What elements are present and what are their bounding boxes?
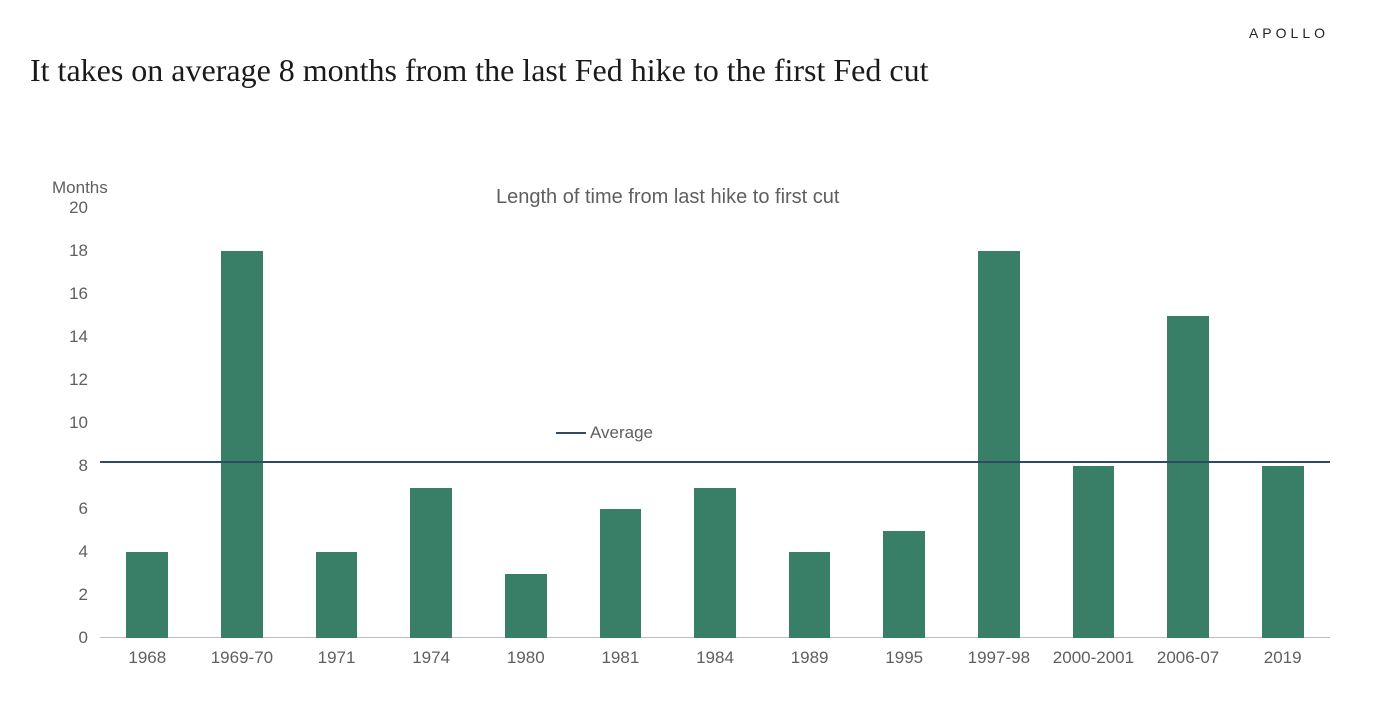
x-tick-label: 1969-70 [211, 648, 273, 668]
legend-label: Average [590, 423, 653, 443]
y-tick-label: 6 [79, 499, 88, 519]
y-tick-label: 18 [69, 241, 88, 261]
legend: Average [556, 423, 653, 443]
y-tick-label: 16 [69, 284, 88, 304]
bar [1073, 466, 1115, 638]
bar [126, 552, 168, 638]
chart-subtitle: Length of time from last hike to first c… [496, 186, 839, 209]
bar [694, 488, 736, 639]
brand-logo: APOLLO [1249, 25, 1329, 41]
y-tick-label: 12 [69, 370, 88, 390]
x-tick-label: 1989 [791, 648, 829, 668]
y-tick-label: 20 [69, 198, 88, 218]
bar [883, 531, 925, 639]
bar [410, 488, 452, 639]
bar [316, 552, 358, 638]
x-tick-label: 1974 [412, 648, 450, 668]
y-tick-label: 10 [69, 413, 88, 433]
bar [505, 574, 547, 639]
page-root: APOLLO It takes on average 8 months from… [0, 0, 1374, 728]
x-tick-label: 1981 [601, 648, 639, 668]
bar [221, 251, 263, 638]
average-line [100, 461, 1330, 463]
page-title: It takes on average 8 months from the la… [30, 52, 928, 89]
plot-area: 0246810121416182019681969-70197119741980… [100, 208, 1330, 638]
x-tick-label: 2019 [1264, 648, 1302, 668]
bar [1262, 466, 1304, 638]
x-tick-label: 2006-07 [1157, 648, 1219, 668]
x-tick-label: 1995 [885, 648, 923, 668]
x-tick-label: 1971 [318, 648, 356, 668]
y-axis-title: Months [52, 178, 108, 198]
y-tick-label: 0 [79, 628, 88, 648]
bar [978, 251, 1020, 638]
y-tick-label: 8 [79, 456, 88, 476]
average-line-icon [556, 432, 586, 434]
x-tick-label: 1984 [696, 648, 734, 668]
bar [1167, 316, 1209, 639]
y-tick-label: 4 [79, 542, 88, 562]
chart-container: Months Length of time from last hike to … [46, 178, 1336, 698]
x-tick-label: 1980 [507, 648, 545, 668]
bar [789, 552, 831, 638]
y-tick-label: 14 [69, 327, 88, 347]
x-tick-label: 2000-2001 [1053, 648, 1134, 668]
bar [600, 509, 642, 638]
x-tick-label: 1968 [128, 648, 166, 668]
x-tick-label: 1997-98 [968, 648, 1030, 668]
y-tick-label: 2 [79, 585, 88, 605]
